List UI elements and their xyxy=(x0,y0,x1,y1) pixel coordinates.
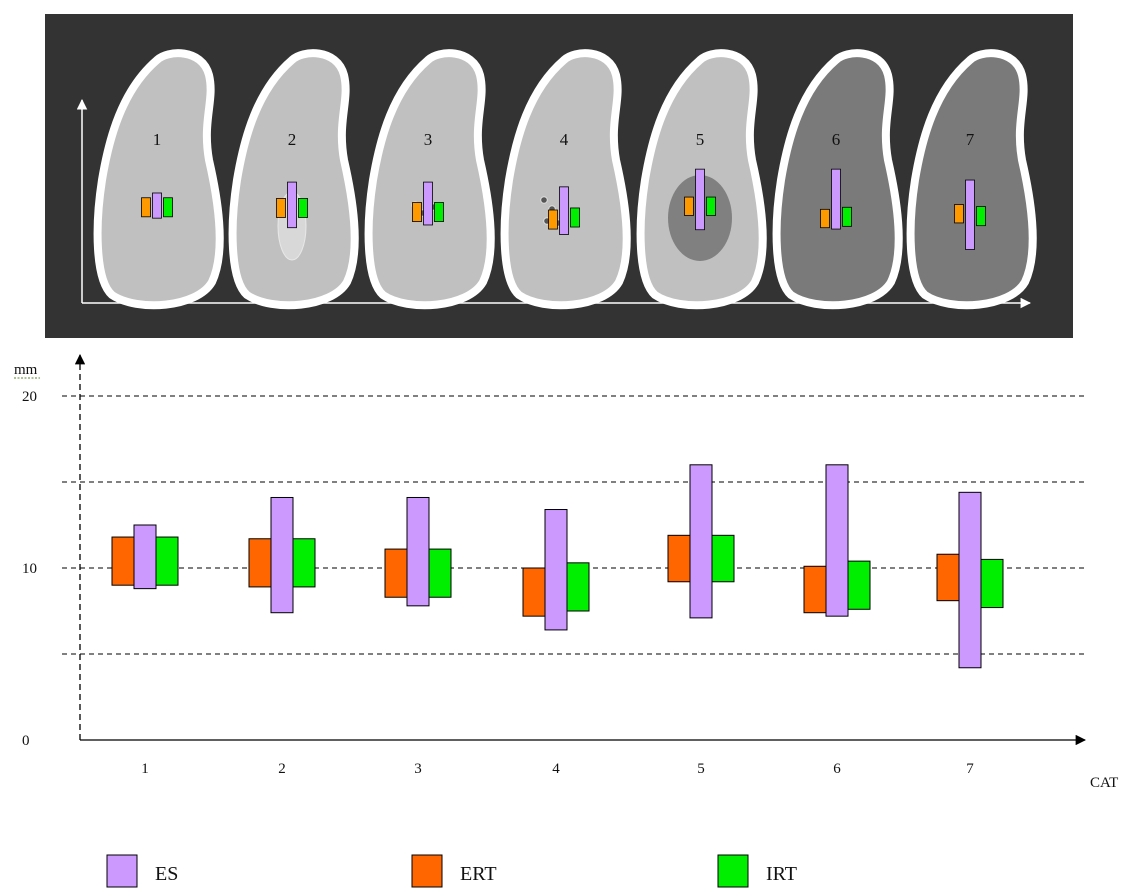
mini-bar-es xyxy=(423,181,433,226)
mini-bar-irt xyxy=(976,206,986,227)
mini-bar-ert xyxy=(412,202,422,222)
mini-bar-es xyxy=(559,186,569,235)
mini-bar-irt xyxy=(163,197,173,218)
x-tick-label: 4 xyxy=(552,761,560,777)
mini-bar-ert xyxy=(276,198,286,218)
bar-es xyxy=(133,524,157,590)
mini-bar-ert xyxy=(954,204,964,224)
leaf-label: 5 xyxy=(696,130,705,149)
leaf-outline xyxy=(228,49,359,310)
leaf-label: 4 xyxy=(560,130,569,149)
mini-bar-es xyxy=(695,168,705,231)
leaf-panel: 7 xyxy=(906,49,1037,310)
leaf-panel: 1 xyxy=(93,49,224,310)
x-tick-label: 1 xyxy=(141,761,149,777)
bar-ert xyxy=(667,534,691,583)
mini-bar-ert xyxy=(684,196,694,216)
legend-label-es: ES xyxy=(155,863,178,885)
mini-bar-irt xyxy=(706,196,716,216)
bar-es xyxy=(270,496,294,614)
bar-ert xyxy=(522,567,546,617)
bar-es xyxy=(406,496,430,607)
y-axis-label: mm xyxy=(14,362,38,378)
y-tick-label: 0 xyxy=(22,733,30,749)
y-tick-labels: 0 10 20 xyxy=(22,389,37,749)
bar-irt xyxy=(566,562,590,612)
mini-bar-irt xyxy=(570,207,580,228)
bar-irt xyxy=(428,548,452,598)
y-tick-label: 20 xyxy=(22,389,37,405)
legend-swatch-es xyxy=(106,854,138,888)
bar-ert xyxy=(248,538,272,588)
bar-irt xyxy=(711,534,735,583)
leaf-panel: 2 xyxy=(228,49,359,310)
bar-ert xyxy=(936,553,960,602)
leaf-outline xyxy=(364,49,495,310)
bar-irt xyxy=(980,558,1004,609)
bar-es xyxy=(544,509,568,631)
bars xyxy=(111,464,1004,669)
x-tick-label: 3 xyxy=(414,761,422,777)
leaf-panel: 6 xyxy=(772,49,903,310)
x-tick-label: 5 xyxy=(697,761,705,777)
x-tick-label: 7 xyxy=(966,761,974,777)
bar-ert xyxy=(803,565,827,614)
legend-label-irt: IRT xyxy=(766,863,797,885)
mini-bar-es xyxy=(152,192,162,219)
mini-bar-irt xyxy=(434,202,444,222)
range-chart: mm CAT 0 10 20 1 2 3 4 5 6 7 xyxy=(14,353,1118,791)
leaf-panel: 3 xyxy=(364,49,495,310)
mini-bar-irt xyxy=(842,206,852,227)
lesion-dot xyxy=(540,196,548,204)
mini-bar-es xyxy=(287,181,297,229)
mini-bar-ert xyxy=(141,197,151,218)
x-tick-label: 6 xyxy=(833,761,841,777)
mini-bar-es xyxy=(965,179,975,250)
mini-bar-es xyxy=(831,168,841,230)
leaf-label: 3 xyxy=(424,130,433,149)
leaf-label: 2 xyxy=(288,130,297,149)
leaf-diagram: 1 2 3 4 5 6 7 xyxy=(45,14,1073,338)
leaf-outline xyxy=(93,49,224,310)
leaf-outline xyxy=(906,49,1037,310)
bar-irt xyxy=(847,560,871,610)
leaf-label: 7 xyxy=(966,130,975,149)
x-tick-labels: 1 2 3 4 5 6 7 xyxy=(141,761,974,777)
leaf-shapes: 1 2 3 4 5 6 7 xyxy=(93,49,1037,310)
mini-bar-irt xyxy=(298,198,308,218)
bar-ert xyxy=(384,548,408,598)
leaf-panel: 4 xyxy=(500,49,631,310)
leaf-label: 6 xyxy=(832,130,841,149)
legend-swatch-ert xyxy=(411,854,443,888)
gridlines xyxy=(62,395,1085,655)
legend: ES ERT IRT xyxy=(106,854,797,888)
bar-es xyxy=(825,464,849,617)
bar-irt xyxy=(292,538,316,588)
leaf-panel: 5 xyxy=(636,49,767,310)
mini-bar-ert xyxy=(820,208,830,229)
leaf-label: 1 xyxy=(153,130,162,149)
bar-es xyxy=(958,491,982,669)
x-tick-label: 2 xyxy=(278,761,286,777)
bar-ert xyxy=(111,536,135,586)
legend-label-ert: ERT xyxy=(460,863,497,885)
x-axis-label: CAT xyxy=(1090,775,1118,791)
bar-es xyxy=(689,464,713,619)
leaf-outline xyxy=(500,49,631,310)
mini-bar-ert xyxy=(548,209,558,230)
bar-irt xyxy=(155,536,179,586)
legend-swatch-irt xyxy=(717,854,749,888)
y-tick-label: 10 xyxy=(22,561,37,577)
